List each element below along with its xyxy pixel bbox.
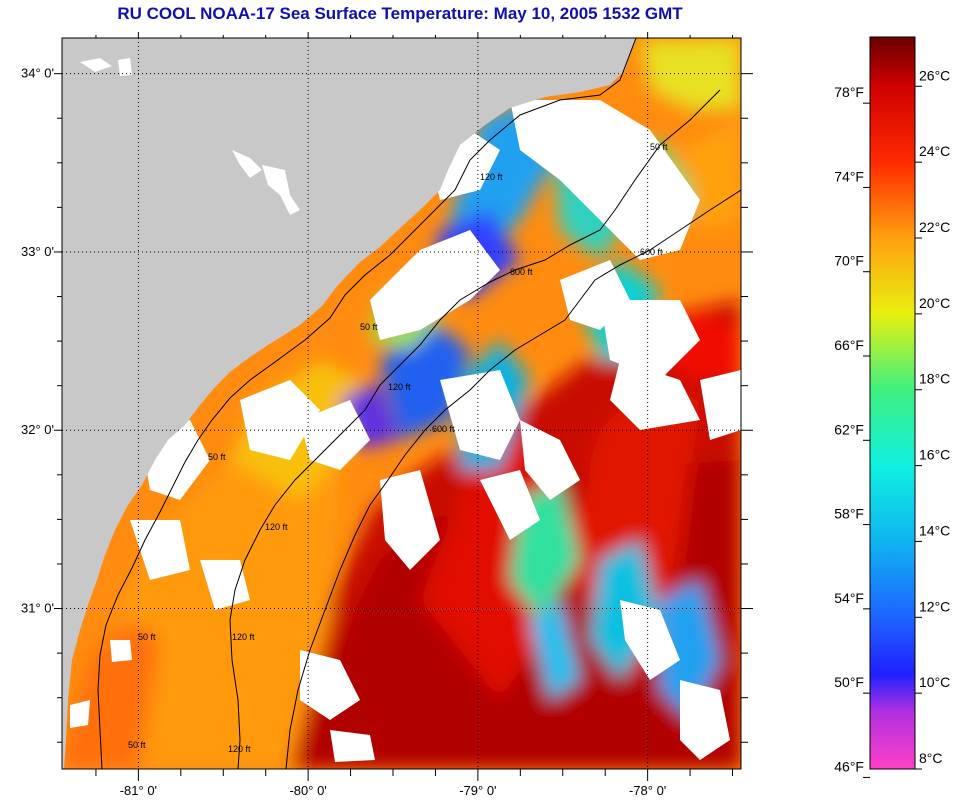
bathymetry-contours — [97, 38, 741, 769]
celsius-tick-label: 26°C — [919, 67, 950, 83]
fahrenheit-tick-label: 58°F — [834, 506, 864, 522]
land-mass — [62, 38, 636, 769]
lon-tick-label: -81° 0' — [120, 783, 157, 798]
contour-label: 600 ft — [432, 424, 455, 434]
colorbar — [869, 36, 916, 770]
inland-lakes — [80, 58, 300, 215]
lat-tick-label: 31° 0' — [21, 601, 54, 616]
celsius-tick-label: 14°C — [919, 522, 950, 538]
contour-label: 600 ft — [640, 247, 663, 257]
cloud-mask — [70, 100, 741, 762]
contour-label: 120 ft — [388, 382, 411, 392]
map-frame — [61, 37, 742, 770]
fahrenheit-tick-label: 66°F — [834, 337, 864, 353]
map-title: RU COOL NOAA-17 Sea Surface Temperature:… — [117, 4, 683, 23]
celsius-tick-label: 20°C — [919, 295, 950, 311]
contour-label: 50 ft — [128, 740, 146, 750]
fahrenheit-tick-label: 70°F — [834, 253, 864, 269]
fahrenheit-tick-label: 46°F — [834, 758, 864, 774]
lon-tick-label: -79° 0' — [459, 783, 496, 798]
celsius-tick-label: 22°C — [919, 219, 950, 235]
contour-labels: 50 ft 120 ft 50 ft 120 ft 50 ft 120 ft 5… — [128, 142, 668, 754]
fahrenheit-tick-label: 62°F — [834, 421, 864, 437]
lat-tick-label: 32° 0' — [21, 422, 54, 437]
fahrenheit-tick-label: 78°F — [834, 84, 864, 100]
map-axis-ticks — [54, 32, 753, 781]
contour-label: 50 ft — [208, 452, 226, 462]
celsius-tick-label: 10°C — [919, 674, 950, 690]
celsius-tick-label: 18°C — [919, 371, 950, 387]
lon-tick-label: -78° 0' — [629, 783, 666, 798]
colorbar-ticks: 26°C 24°C 22°C 20°C 18°C 16°C 14°C 12°C 10°C 8°C 7… — [834, 67, 950, 778]
lat-tick-label: 33° 0' — [21, 244, 54, 259]
contour-label: 50 ft — [138, 632, 156, 642]
fahrenheit-tick-label: 74°F — [834, 168, 864, 184]
celsius-tick-label: 8°C — [919, 750, 943, 766]
celsius-tick-label: 16°C — [919, 447, 950, 463]
map-axis-labels: 34° 0' 33° 0' 32° 0' 31° 0' -81° 0' -80° 0' -7… — [21, 66, 666, 798]
contour-label: 120 ft — [232, 632, 255, 642]
lon-tick-label: -80° 0' — [289, 783, 326, 798]
celsius-tick-label: 24°C — [919, 143, 950, 159]
contour-label: 600 ft — [510, 267, 533, 277]
contour-label: 120 ft — [480, 172, 503, 182]
contour-label: 120 ft — [228, 744, 251, 754]
contour-label: 50 ft — [360, 322, 378, 332]
contour-label: 120 ft — [265, 522, 288, 532]
contour-label: 50 ft — [650, 142, 668, 152]
fahrenheit-tick-label: 54°F — [834, 590, 864, 606]
fahrenheit-tick-label: 50°F — [834, 674, 864, 690]
lat-tick-label: 34° 0' — [21, 66, 54, 81]
celsius-tick-label: 12°C — [919, 598, 950, 614]
